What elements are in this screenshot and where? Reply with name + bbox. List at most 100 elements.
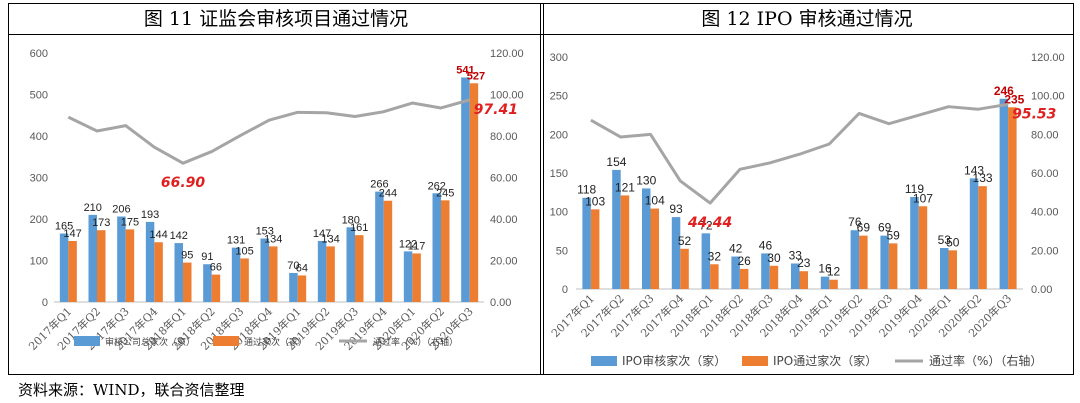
legend-label: IPO通过家次（家）: [773, 353, 877, 368]
data-label-pass: 103: [585, 194, 605, 208]
data-label-total: 541: [456, 64, 474, 76]
data-label-pass: 144: [149, 229, 167, 241]
bar-pass: [441, 200, 450, 302]
bar-pass: [859, 235, 868, 289]
bar-pass: [211, 274, 221, 302]
data-label-total: 165: [55, 221, 73, 233]
rate-line: [590, 102, 1009, 205]
data-label-pass: 50: [946, 235, 960, 249]
data-label-total: 131: [227, 235, 245, 247]
bar-pass: [355, 235, 364, 302]
legend-bar-swatch: [742, 356, 768, 366]
bar-total: [671, 217, 681, 289]
bar-pass: [948, 250, 957, 289]
bar-total: [642, 188, 651, 289]
bar-pass: [183, 262, 192, 302]
bar-total: [731, 256, 740, 289]
data-label-pass: 32: [708, 249, 722, 263]
data-label-pass: 104: [645, 194, 665, 208]
bar-pass: [829, 279, 838, 289]
left-axis-tick-label: 250: [550, 91, 568, 103]
left-axis-tick-label: 0: [42, 297, 48, 309]
data-label-total: 42: [729, 242, 743, 256]
bar-pass: [297, 275, 307, 302]
bar-total: [260, 238, 269, 302]
right-axis-tick-label: 40.00: [490, 214, 518, 226]
data-label-pass: 161: [350, 222, 368, 234]
data-label-total: 53: [938, 233, 952, 247]
right-axis-tick-label: 40.00: [1031, 207, 1059, 219]
data-label-total: 130: [636, 173, 656, 187]
bar-pass: [799, 271, 808, 289]
right-axis-tick-label: 20.00: [1031, 245, 1059, 257]
right-axis-tick-label: 120.00: [1031, 52, 1065, 64]
right-axis-tick-label: 60.00: [490, 173, 518, 185]
bar-pass: [412, 253, 421, 302]
data-label-pass: 134: [321, 233, 339, 245]
rate-highlight-label: 66.90: [161, 175, 206, 191]
data-label-total: 206: [112, 204, 130, 216]
data-label-total: 46: [759, 238, 773, 252]
bar-pass: [680, 248, 689, 289]
data-label-total: 69: [878, 221, 892, 235]
data-label-pass: 66: [210, 262, 222, 274]
bar-total: [145, 221, 155, 302]
left-axis-tick-label: 100: [550, 207, 568, 219]
right-axis-tick-label: 120.00: [490, 48, 524, 60]
data-label-total: 142: [170, 230, 188, 242]
bar-pass: [1008, 107, 1017, 290]
chart-title: 图 12 IPO 审核通过情况: [541, 4, 1073, 35]
data-label-pass: 117: [408, 240, 426, 252]
data-label-pass: 134: [264, 233, 282, 245]
legend-label: 通过家次（家）: [244, 336, 307, 348]
bar-total: [88, 214, 97, 302]
right-axis-tick-label: 80.00: [1031, 129, 1059, 141]
bar-total: [203, 264, 212, 302]
bar-pass: [650, 208, 659, 289]
bar-total: [701, 233, 711, 289]
bar-pass: [97, 230, 106, 302]
bar-pass: [620, 195, 630, 289]
bar-line-chart: 0 50 100 150 200 250 300 0.00 20.00 40.00 60.00 80.…: [548, 52, 1065, 368]
data-label-pass: 105: [235, 245, 253, 257]
chart-title: 图 11 证监会审核项目通过情况: [9, 4, 543, 35]
data-label-total: 91: [201, 251, 213, 263]
bar-total: [59, 233, 69, 302]
legend-bar-swatch: [74, 336, 100, 346]
bar-pass: [978, 186, 987, 289]
data-label-pass: 245: [436, 187, 454, 199]
data-label-pass: 64: [296, 262, 308, 274]
bar-pass: [68, 240, 77, 302]
bar-line-chart: 0 100 200 300 400 500 600 0.00 20.00 40.00 60.00 80…: [26, 48, 524, 353]
bar-total: [174, 243, 183, 302]
data-label-total: 154: [606, 155, 626, 169]
data-label-total: 118: [577, 183, 596, 197]
left-axis-tick-label: 150: [550, 168, 568, 180]
bar-pass: [888, 243, 898, 289]
rate-line: [67, 98, 471, 165]
data-label-pass: 26: [737, 254, 751, 268]
data-label-total: 180: [342, 214, 360, 226]
data-label-total: 266: [370, 179, 388, 191]
data-label-pass: 59: [886, 228, 900, 242]
bar-total: [289, 272, 298, 302]
left-axis-tick-label: 0: [562, 284, 568, 296]
bar-total: [910, 196, 919, 289]
data-label-pass: 95: [181, 250, 193, 262]
bar-pass: [269, 246, 278, 302]
legend-label: 通过率（%）（右轴）: [929, 353, 1042, 368]
bar-total: [820, 276, 830, 289]
data-label-pass: 69: [857, 221, 871, 235]
data-label-pass: 23: [797, 256, 811, 270]
bar-total: [582, 197, 591, 289]
data-label-total: 119: [905, 182, 924, 196]
bar-total: [940, 248, 949, 289]
bar-pass: [383, 200, 393, 302]
bar-total: [999, 98, 1009, 289]
data-label-total: 153: [256, 226, 274, 238]
bar-total: [375, 191, 384, 302]
bar-total: [969, 178, 979, 289]
data-label-total: 210: [84, 202, 102, 214]
legend-bar-swatch: [213, 336, 239, 346]
bar-pass: [739, 268, 749, 289]
